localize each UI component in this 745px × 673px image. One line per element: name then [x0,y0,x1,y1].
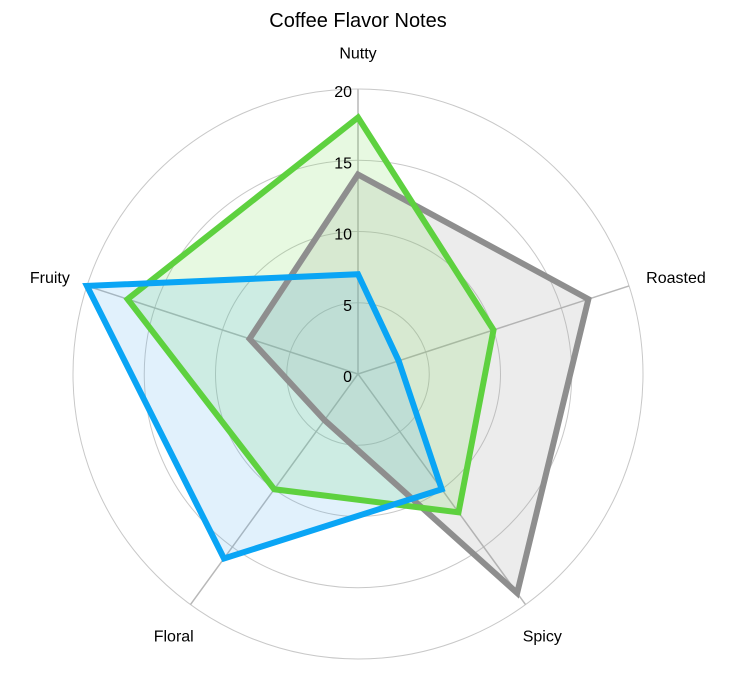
axis-label-nutty: Nutty [339,46,376,63]
chart-title: Coffee Flavor Notes [269,10,447,32]
r-tick-label: 10 [334,227,352,244]
axis-label-fruity: Fruity [30,270,70,287]
r-tick-label: 20 [334,84,352,101]
axis-label-floral: Floral [154,629,194,646]
r-tick-label: 5 [343,298,352,315]
axis-label-spicy: Spicy [523,629,562,646]
series-area-2 [86,274,442,559]
series-line-1 [123,113,497,516]
r-tick-label: 0 [343,369,352,386]
series-line-2 [82,271,446,563]
series-area-0 [249,174,589,594]
axis-label-roasted: Roasted [646,270,706,287]
r-tick-label: 15 [334,155,352,172]
